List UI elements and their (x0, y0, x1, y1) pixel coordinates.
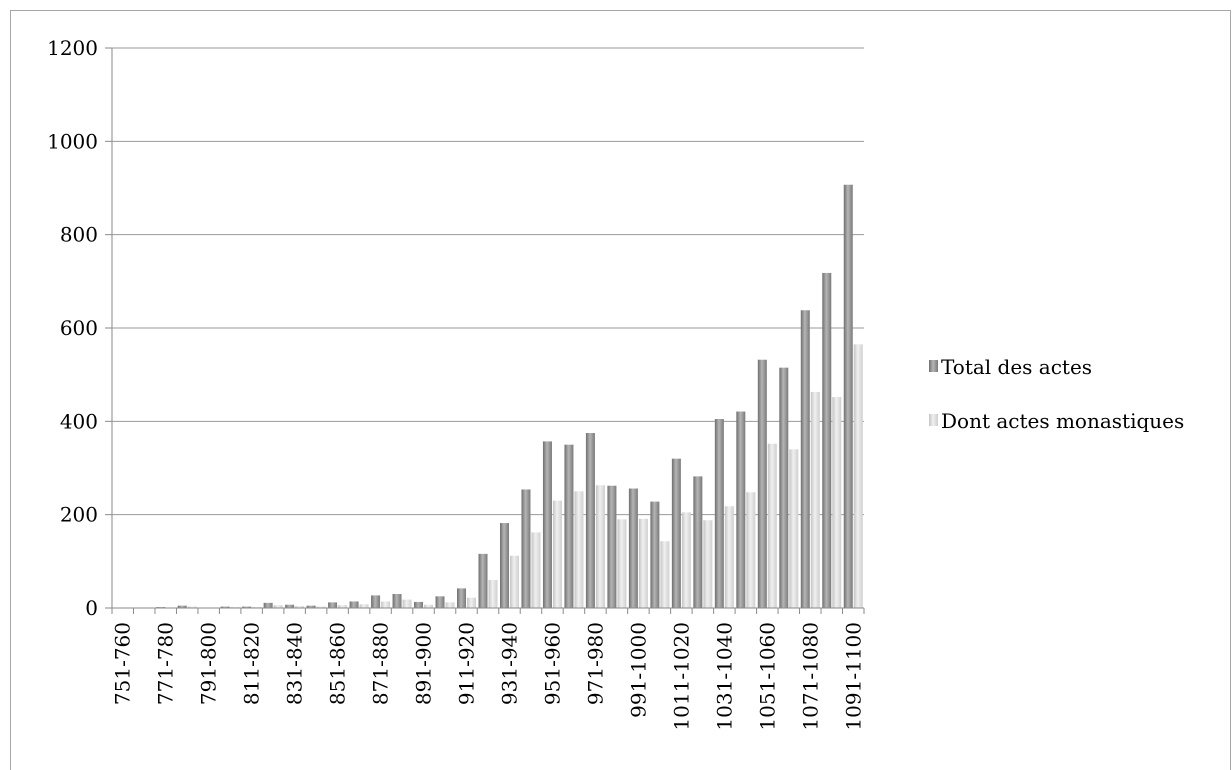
bar-total-891-900 (414, 602, 423, 608)
x-tick-label: 851-860 (326, 622, 350, 705)
x-tick-label: 951-960 (540, 622, 564, 705)
y-tick-label: 1200 (47, 36, 98, 60)
x-tick-label: 991-1000 (626, 622, 650, 718)
bar-monastic-1081-1090 (832, 397, 841, 608)
bar-total-881-890 (393, 594, 402, 608)
gridlines (112, 48, 864, 515)
x-tick-label: 791-800 (197, 622, 221, 705)
bar-chart: 0 200 400 600 800 1000 1200 751-760 771-780 791-… (11, 11, 1232, 761)
bar-monastic-951-960 (553, 501, 562, 608)
x-tick-label: 1091-1100 (841, 622, 865, 731)
bar-monastic-1031-1040 (725, 506, 734, 608)
bar-total-911-920 (457, 588, 466, 608)
x-tick-label: 891-900 (412, 622, 436, 705)
bar-total-871-880 (371, 595, 380, 608)
bar-monastic-1051-1060 (768, 444, 777, 608)
x-tick-label: 1011-1020 (669, 622, 693, 731)
y-tick-label: 800 (60, 223, 98, 247)
bar-monastic-901-910 (446, 602, 455, 608)
bar-monastic-911-920 (467, 598, 476, 608)
bar-total-1001-1010 (650, 502, 659, 608)
bar-total-951-960 (543, 441, 552, 608)
x-tick-label: 871-880 (369, 622, 393, 705)
x-tick-label: 1071-1080 (798, 622, 822, 731)
y-tick-label: 200 (60, 503, 98, 527)
bar-total-971-980 (586, 433, 595, 608)
bar-total-1091-1100 (844, 185, 853, 608)
x-tick-label: 911-920 (455, 622, 479, 705)
x-axis-tick-labels: 751-760 771-780 791-800 811-820 831-840 851-8… (111, 622, 866, 731)
bar-total-1081-1090 (822, 273, 831, 608)
legend-label-monastic: Dont actes monastiques (941, 409, 1184, 433)
legend: Total des actes Dont actes monastiques (929, 355, 1184, 433)
bar-total-821-830 (264, 603, 273, 608)
bar-total-901-910 (436, 596, 445, 608)
bar-monastic-1061-1070 (789, 449, 798, 608)
bar-total-1061-1070 (779, 368, 788, 608)
bar-monastic-861-870 (360, 604, 369, 608)
x-tick-label: 751-760 (111, 622, 135, 705)
bar-monastic-991-1000 (639, 519, 648, 608)
legend-label-total: Total des actes (941, 355, 1092, 379)
legend-swatch-total (929, 360, 938, 372)
bar-total-1031-1040 (715, 419, 724, 608)
x-tick-label: 831-840 (283, 622, 307, 705)
x-tick-label: 1031-1040 (712, 622, 736, 731)
bar-monastic-1011-1020 (682, 512, 691, 608)
legend-swatch-monastic (929, 414, 938, 426)
bar-total-1021-1030 (693, 476, 702, 608)
bar-monastic-1041-1050 (746, 492, 755, 608)
bar-monastic-931-940 (510, 556, 519, 608)
y-axis-tick-labels: 0 200 400 600 800 1000 1200 (47, 36, 98, 620)
bar-monastic-971-980 (596, 485, 605, 608)
bar-total-931-940 (500, 523, 509, 608)
y-tick-label: 600 (60, 316, 98, 340)
chart-frame: 0 200 400 600 800 1000 1200 751-760 771-780 791-… (10, 10, 1231, 770)
y-tick-label: 400 (60, 409, 98, 433)
bars (135, 185, 863, 608)
bar-monastic-1071-1080 (811, 392, 820, 608)
bar-monastic-1091-1100 (854, 344, 863, 608)
x-tick-label: 811-820 (240, 622, 264, 705)
bar-total-961-970 (564, 445, 573, 608)
bar-total-921-930 (479, 554, 488, 608)
bar-total-1011-1020 (672, 459, 681, 608)
bar-total-851-860 (328, 602, 337, 608)
bar-monastic-941-950 (531, 532, 540, 608)
bar-monastic-881-890 (403, 600, 412, 608)
x-tick-label: 971-980 (583, 622, 607, 705)
x-tick-label: 931-940 (497, 622, 521, 705)
x-tick-label: 771-780 (154, 622, 178, 705)
bar-total-861-870 (350, 601, 359, 608)
bar-total-991-1000 (629, 489, 638, 608)
bar-monastic-961-970 (574, 491, 583, 608)
bar-total-1071-1080 (801, 310, 810, 608)
x-tick-label: 1051-1060 (755, 622, 779, 731)
bar-total-941-950 (521, 489, 530, 608)
bar-monastic-1001-1010 (660, 541, 669, 608)
y-tick-label: 1000 (47, 129, 98, 153)
bar-total-1041-1050 (736, 412, 745, 608)
bar-monastic-1021-1030 (703, 520, 712, 608)
bar-monastic-981-990 (617, 519, 626, 608)
bar-monastic-921-930 (489, 580, 498, 608)
bar-total-1051-1060 (758, 360, 767, 608)
bar-monastic-871-880 (381, 601, 390, 608)
bar-total-981-990 (607, 486, 616, 608)
y-tick-label: 0 (85, 596, 98, 620)
